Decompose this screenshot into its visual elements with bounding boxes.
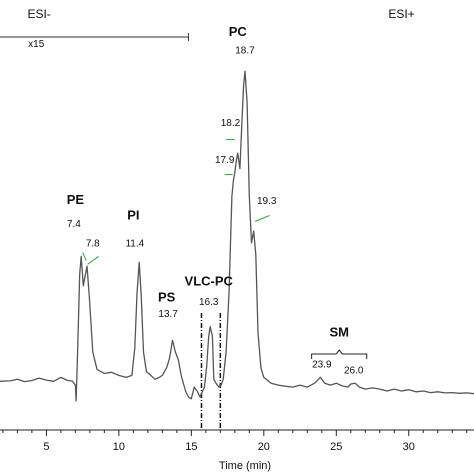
peak-time-label: 26.0 — [344, 365, 364, 376]
x-tick-label: 25 — [330, 441, 342, 453]
lipid-class-label: VLC-PC — [185, 274, 234, 289]
plot-area: 5 10 15 20 25 30 x15 ESI- ESI+ 7.4 7.8 11.4 13.7 16.3… — [0, 7, 474, 453]
chromatogram-trace — [0, 70, 474, 402]
x-tick-label: 20 — [258, 441, 270, 453]
peak-time-label: 7.4 — [67, 219, 81, 230]
x-tick-label: 15 — [185, 441, 197, 453]
lipid-class-label: PS — [158, 289, 176, 304]
peak-leader-line — [82, 252, 87, 261]
x-tick-label: 10 — [113, 441, 125, 453]
peak-time-label: 18.7 — [235, 46, 255, 57]
peak-time-label: 23.9 — [312, 360, 332, 371]
peak-time-label: 11.4 — [125, 239, 144, 250]
x-tick-label: 30 — [403, 441, 415, 453]
lipid-class-label: PI — [127, 207, 139, 222]
x-axis-label: Time (min) — [219, 460, 271, 472]
scale-factor-label: x15 — [28, 39, 45, 50]
peak-time-label: 17.9 — [215, 155, 235, 166]
peak-leader-line — [87, 256, 99, 265]
lipid-class-label: PE — [67, 192, 85, 207]
sm-bracket — [311, 349, 368, 359]
peak-time-label: 16.3 — [199, 297, 219, 308]
peak-time-label: 18.2 — [221, 118, 241, 129]
lipid-class-label: PC — [229, 24, 248, 39]
peak-time-label: 7.8 — [86, 239, 100, 250]
x-tick-label: 5 — [43, 441, 49, 453]
peak-time-label: 19.3 — [257, 196, 277, 207]
peak-time-label: 13.7 — [158, 309, 178, 320]
ionization-mode-label: ESI- — [27, 7, 50, 21]
ionization-mode-label: ESI+ — [388, 7, 414, 21]
peak-leader-line — [254, 215, 270, 222]
lipid-class-label: SM — [329, 324, 349, 339]
